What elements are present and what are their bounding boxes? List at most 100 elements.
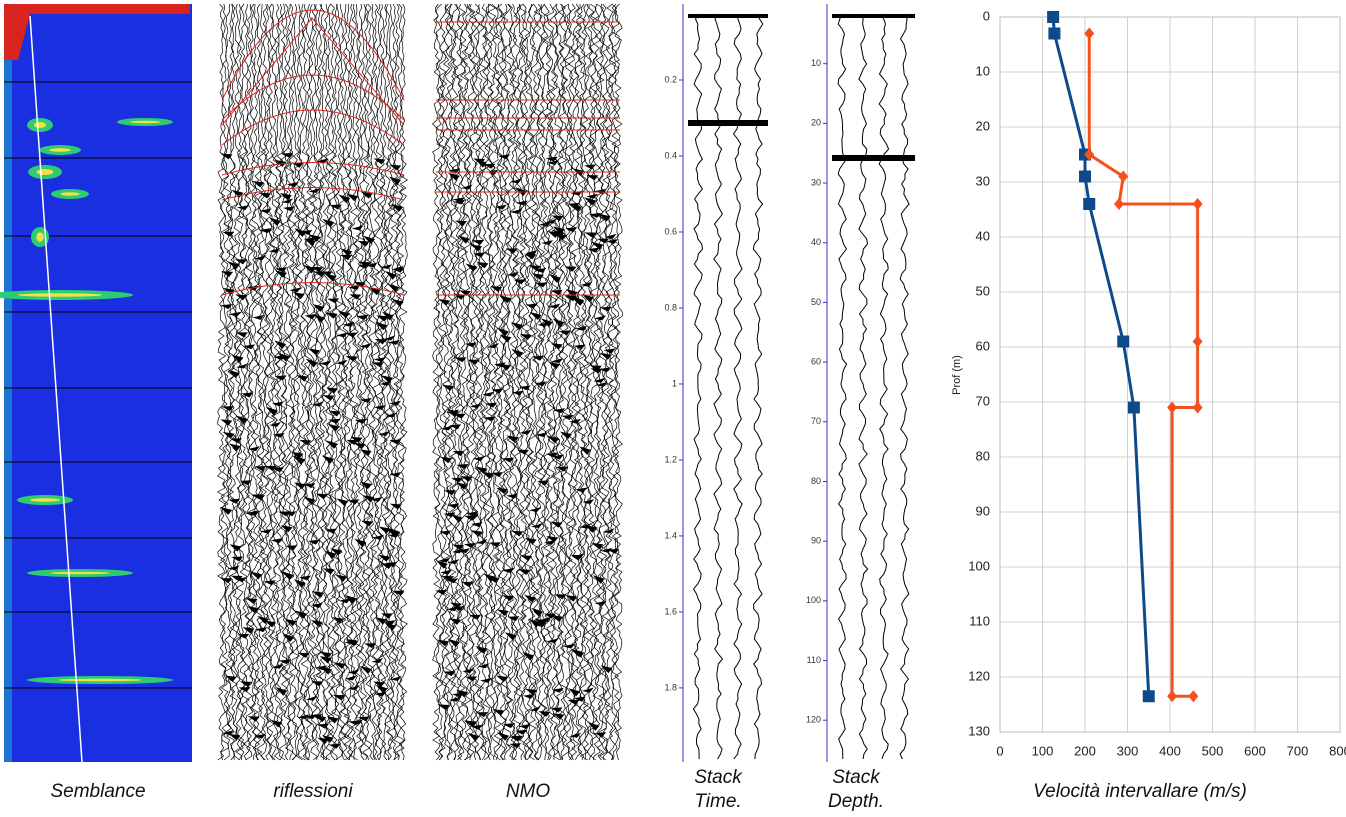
trace-peak [374, 691, 387, 697]
trace-peak [452, 692, 465, 698]
trace [732, 13, 743, 760]
trace-peak [315, 665, 328, 671]
trace [303, 3, 313, 761]
trace-peak [335, 359, 348, 365]
trace-peak [551, 687, 564, 693]
trace-peak [293, 455, 306, 465]
caption: Depth. [828, 791, 884, 812]
trace-peak [253, 733, 266, 739]
trace-peak [597, 238, 610, 244]
trace-peak [375, 684, 388, 694]
trace-peak [384, 622, 397, 631]
trace-peak [235, 363, 248, 369]
trace-peak [227, 565, 240, 571]
trace [306, 3, 316, 761]
trace-peak [322, 568, 335, 575]
point [1167, 690, 1178, 703]
trace-peak [227, 369, 240, 379]
trace-peak [224, 675, 237, 682]
trace-peak [228, 733, 241, 741]
trace-peak [299, 439, 312, 446]
trace-peak [565, 227, 578, 233]
trace [220, 3, 230, 761]
semblance-blob [58, 678, 142, 682]
trace-peak [359, 449, 372, 456]
trace-peak [385, 412, 398, 418]
trace-peak [587, 247, 600, 253]
trace-peak [550, 521, 563, 528]
trace-peak [362, 495, 375, 503]
trace-peak [274, 340, 287, 350]
trace-peak [359, 481, 372, 490]
trace-peak [594, 315, 607, 321]
trace-peak [241, 392, 254, 398]
trace-peak [595, 381, 608, 387]
trace-peak [572, 650, 585, 658]
trace-peak [485, 402, 498, 408]
trace [263, 3, 273, 761]
point [1127, 401, 1140, 414]
trace-peak [465, 676, 478, 682]
trace-peak [293, 579, 306, 588]
trace-peak [504, 632, 517, 641]
trace-peak [243, 344, 256, 350]
trace-peak [325, 528, 338, 534]
trace-peak [312, 304, 325, 312]
trace-peak [448, 696, 461, 702]
trace-peak [581, 687, 594, 693]
trace-peak [357, 263, 370, 269]
trace-peak [446, 606, 459, 612]
trace [837, 13, 848, 760]
trace-peak [502, 723, 515, 729]
trace-peak [575, 325, 588, 331]
trace-peak [311, 266, 324, 273]
strong-reflector [832, 155, 915, 161]
trace-peak [274, 375, 287, 381]
point [1079, 170, 1091, 183]
semblance-blob [50, 571, 110, 575]
trace-peak [347, 685, 360, 691]
trace-peak [550, 343, 563, 350]
trace-peak [472, 455, 485, 461]
trace-peak [464, 342, 477, 348]
trace [365, 3, 375, 761]
trace [395, 3, 406, 761]
trace-peak [227, 261, 240, 270]
horizon [221, 17, 405, 126]
trace-peak [275, 686, 288, 696]
trace-peak [259, 228, 272, 234]
trace [355, 3, 365, 761]
trace-peak [264, 620, 277, 628]
trace-peak [389, 400, 402, 406]
trace-peak [247, 716, 260, 722]
trace-peak [258, 192, 271, 199]
trace-peak [305, 358, 318, 368]
trace-peak [447, 559, 460, 565]
trace-peak [586, 193, 599, 199]
x-tick-label: 600 [1244, 743, 1266, 758]
trace-peak [311, 681, 324, 687]
trace-peak [389, 176, 402, 186]
trace-peak [286, 182, 299, 188]
trace-peak [316, 158, 329, 164]
trace-peak [547, 435, 560, 444]
trace-peak [593, 377, 606, 383]
trace-peak [293, 482, 306, 490]
trace-peak [457, 235, 470, 244]
trace-peak [326, 387, 339, 394]
trace-peak [389, 503, 402, 510]
trace-peak [326, 716, 339, 724]
trace-peak [556, 466, 569, 472]
trace-peak [322, 218, 335, 228]
trace-peak [470, 521, 483, 527]
trace-peak [345, 332, 358, 338]
trace-peak [541, 240, 554, 246]
trace-peak [530, 523, 543, 529]
point [1192, 198, 1203, 210]
trace-peak [365, 262, 378, 268]
trace-peak [496, 327, 509, 337]
y-tick-label: 30 [811, 177, 821, 187]
trace-peak [271, 401, 284, 407]
trace-peak [502, 595, 515, 602]
y-tick-label: 1 [672, 378, 677, 388]
